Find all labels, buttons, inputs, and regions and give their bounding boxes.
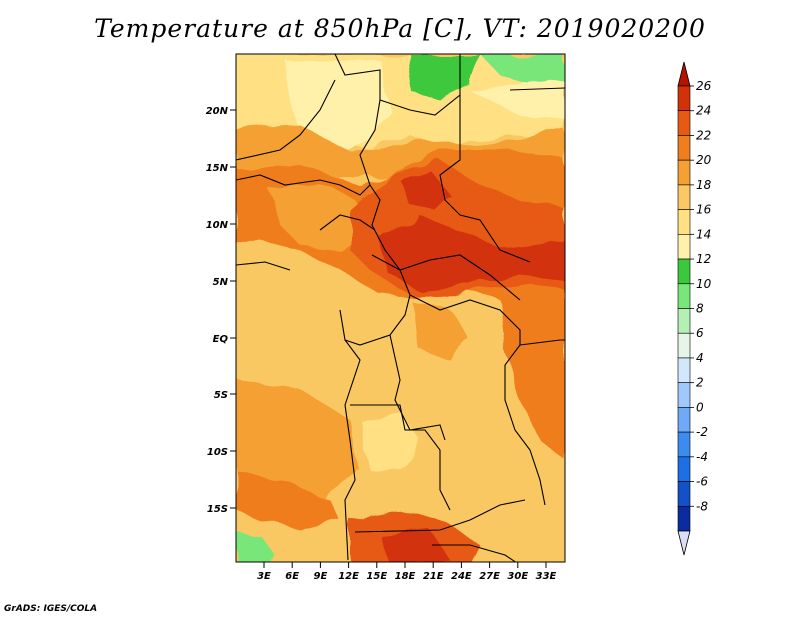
- colorbar-label: -8: [696, 499, 708, 513]
- lat-tick-label: 10S: [207, 447, 228, 458]
- colorbar-swatch: [677, 184, 691, 210]
- colorbar-label: 26: [696, 79, 712, 93]
- colorbar-swatch: [677, 456, 691, 482]
- map-title: Temperature at 850hPa [C], VT: 201902020…: [94, 14, 706, 43]
- lon-tick-label: 18E: [395, 571, 416, 582]
- map-frame: [235, 53, 566, 563]
- lon-tick-label: 30E: [507, 571, 528, 582]
- lon-tick-label: 24E: [451, 571, 472, 582]
- colorbar-swatch: [677, 332, 691, 359]
- colorbar-label: 4: [696, 351, 704, 365]
- colorbar-swatch: [677, 110, 691, 136]
- colorbar-label: 8: [696, 302, 704, 316]
- colorbar-swatch: [677, 481, 691, 507]
- colorbar-label: 0: [696, 400, 704, 414]
- lon-tick-label: 6E: [285, 571, 299, 582]
- lon-tick-label: 12E: [338, 571, 359, 582]
- colorbar-swatch: [677, 357, 691, 383]
- colorbar-label: 16: [696, 203, 712, 217]
- lat-tick-label: 15N: [206, 163, 229, 174]
- colorbar-label: 14: [696, 227, 711, 241]
- lon-tick-label: 21E: [423, 571, 444, 582]
- temperature-field: [236, 54, 565, 562]
- colorbar-arrow-bottom: [677, 530, 691, 556]
- colorbar-arrow-top: [677, 61, 691, 87]
- colorbar-label: -6: [696, 475, 708, 489]
- colorbar-label: 20: [696, 153, 712, 167]
- colorbar-swatch: [677, 159, 691, 186]
- country-borders: [236, 54, 565, 562]
- lon-tick-label: 27E: [479, 571, 500, 582]
- colorbar-label: -4: [696, 450, 708, 464]
- colorbar-label: 24: [696, 104, 711, 118]
- colorbar-swatch: [677, 505, 691, 532]
- colorbar-swatch: [677, 209, 691, 235]
- colorbar-label: 2: [696, 376, 704, 390]
- lon-tick-label: 3E: [257, 571, 271, 582]
- colorbar-swatch: [677, 258, 691, 285]
- colorbar-label: 12: [696, 252, 711, 266]
- colorbar-swatch: [677, 308, 691, 334]
- colorbar-label: 10: [696, 277, 712, 291]
- lat-tick-label: 15S: [207, 504, 228, 515]
- longitude-axis: 3E 6E 9E 12E 15E 18E 21E 24E 27E 30E 33E: [257, 562, 557, 582]
- colorbar-swatch: [677, 283, 691, 309]
- lat-tick-label: 20N: [206, 106, 229, 117]
- colorbar-label: 6: [696, 326, 704, 340]
- credit-text: GrADS: IGES/COLA: [4, 604, 98, 614]
- colorbar-label: 18: [696, 178, 712, 192]
- colorbar-swatch: [677, 407, 691, 433]
- colorbar-label: -2: [696, 425, 708, 439]
- colorbar-swatch: [677, 431, 691, 458]
- lon-tick-label: 33E: [536, 571, 557, 582]
- lat-tick-label: 10N: [206, 220, 229, 231]
- lat-tick-label: 5N: [213, 277, 229, 288]
- lon-tick-label: 15E: [366, 571, 387, 582]
- lon-tick-label: 9E: [314, 571, 328, 582]
- colorbar-swatch: [677, 135, 691, 161]
- lat-tick-label: 5S: [214, 390, 228, 401]
- latitude-axis: 20N 15N 10N 5N EQ 5S 10S 15S: [206, 106, 236, 515]
- colorbar-label: 22: [696, 128, 711, 142]
- lat-tick-label: EQ: [213, 334, 229, 345]
- colorbar-swatch: [677, 234, 691, 260]
- colorbar-swatch: [677, 85, 691, 112]
- colorbar-swatch: [677, 382, 691, 408]
